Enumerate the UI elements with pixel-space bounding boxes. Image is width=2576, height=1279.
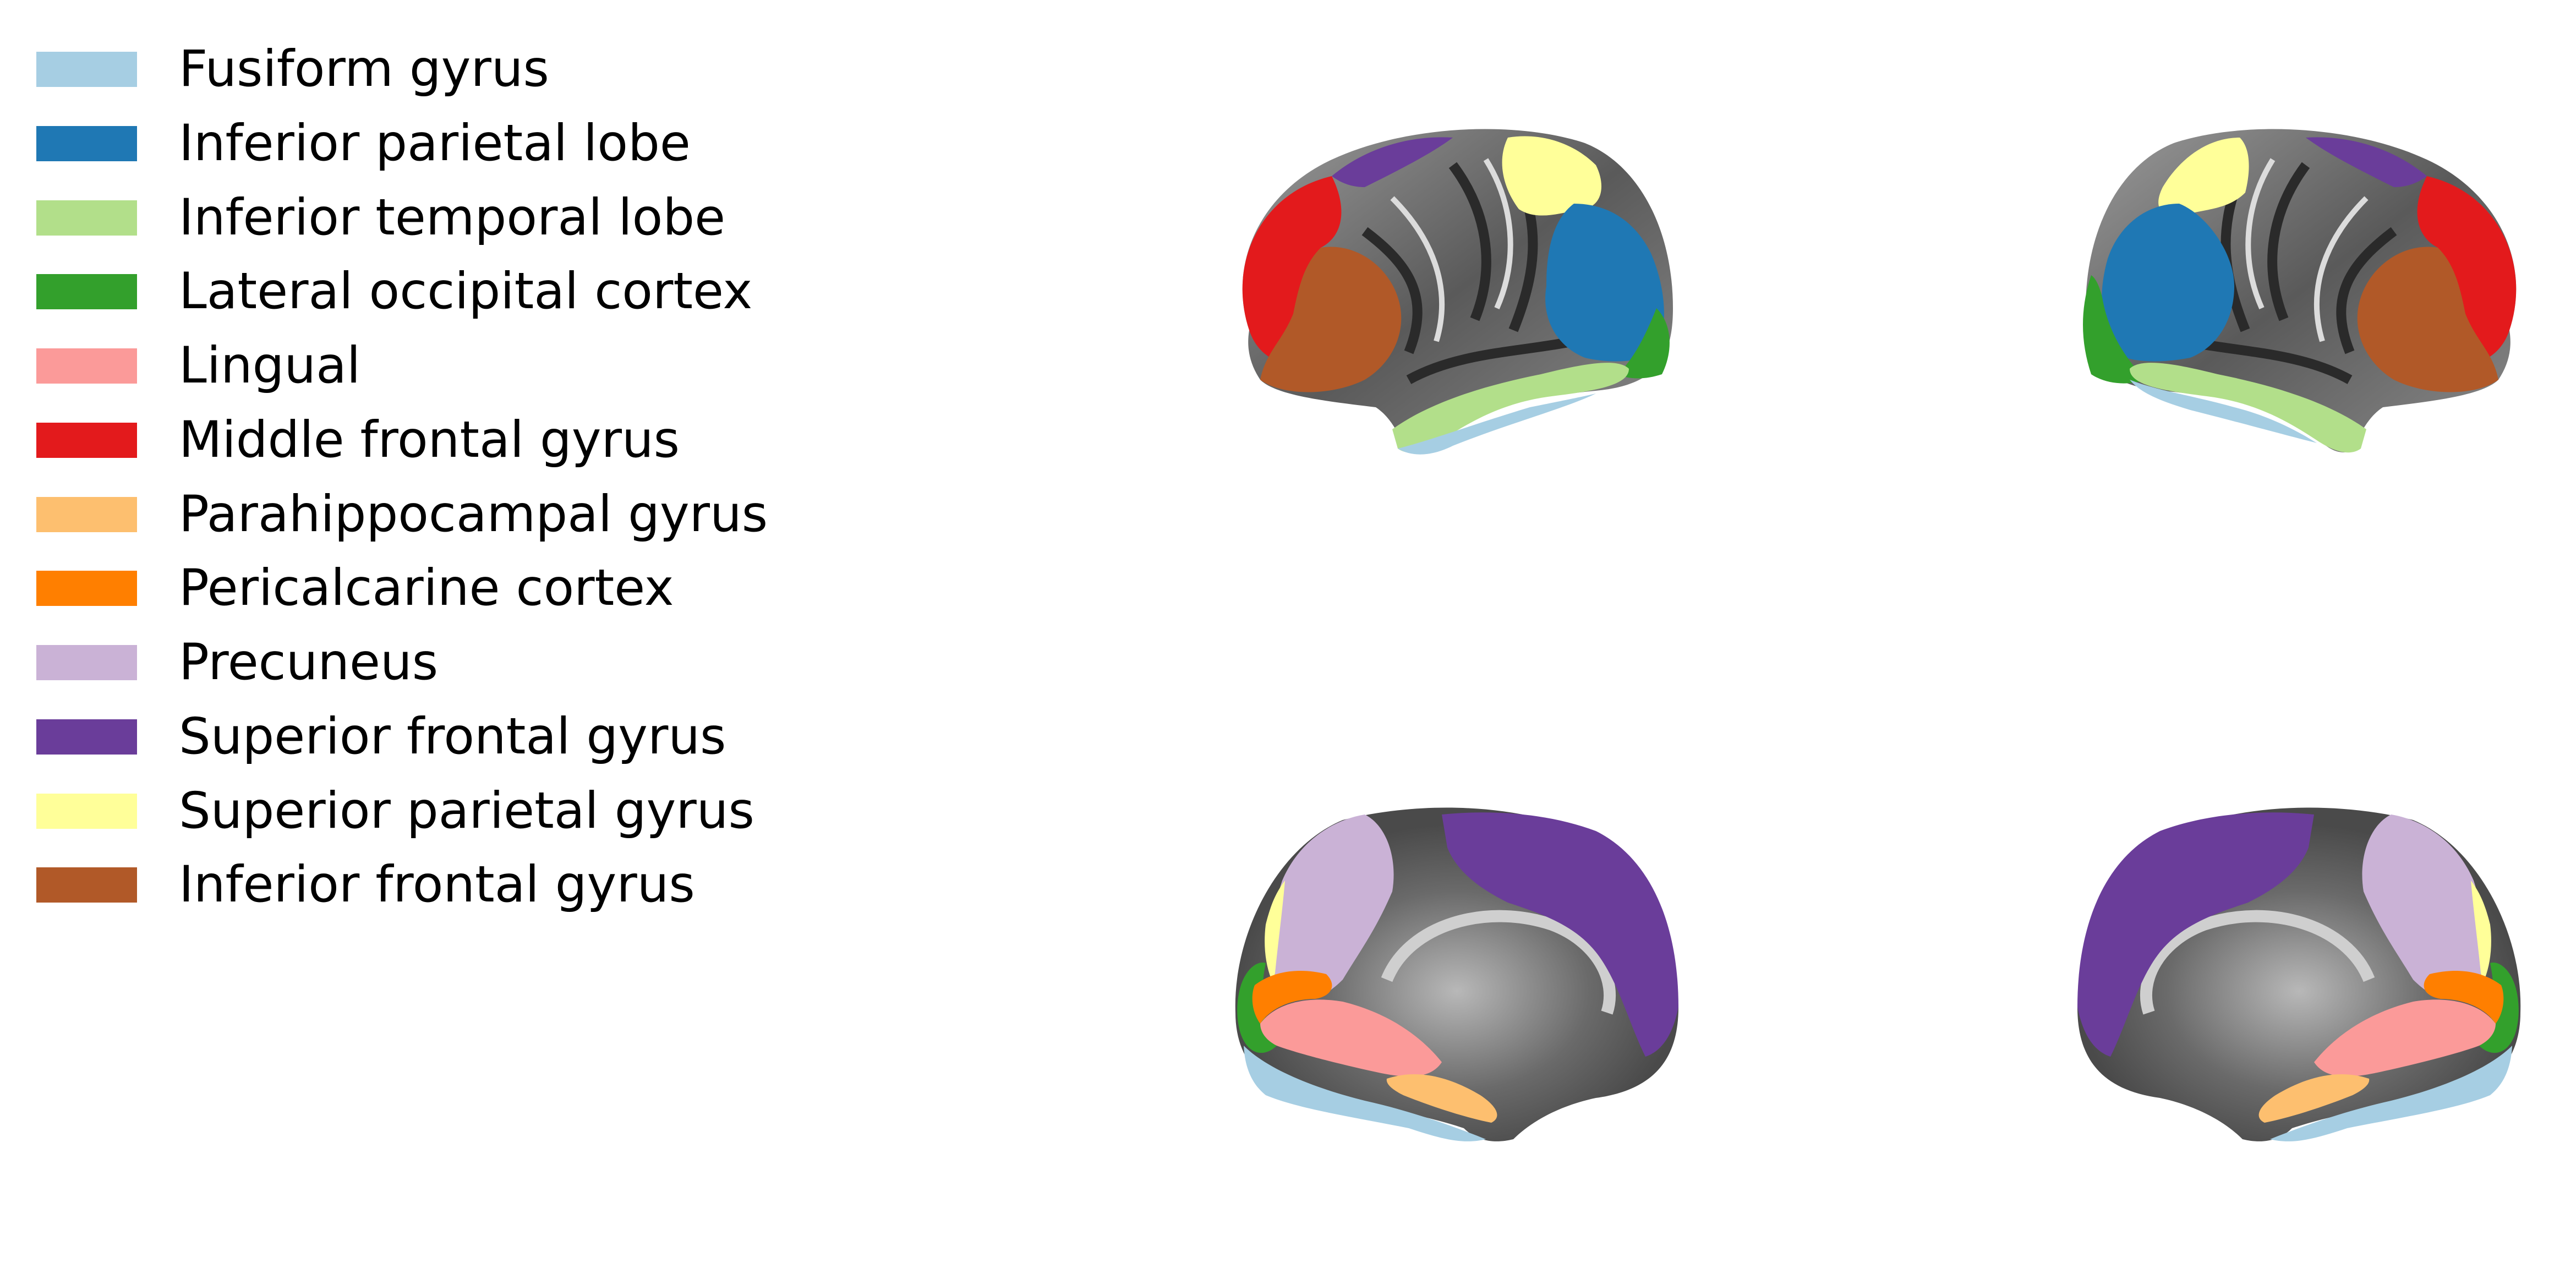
legend-swatch: [36, 423, 137, 458]
region-pericalcarine: [2424, 971, 2504, 1024]
region-fusiform: [1244, 1046, 1486, 1141]
legend-item-inferior-temporal: Inferior temporal lobe: [36, 192, 862, 244]
legend-swatch: [36, 645, 137, 680]
region-superior-parietal: [2471, 881, 2491, 985]
legend-swatch: [36, 200, 137, 236]
legend-item-superior-parietal: Superior parietal gyrus: [36, 785, 862, 838]
region-inferior-temporal: [2130, 363, 2366, 453]
legend-item-inferior-frontal: Inferior frontal gyrus: [36, 859, 862, 911]
legend-item-inferior-parietal: Inferior parietal lobe: [36, 117, 862, 170]
region-superior-frontal: [1442, 812, 1678, 1057]
region-lingual: [1260, 999, 1442, 1076]
region-parahippocampal: [2258, 1074, 2370, 1123]
region-inferior-parietal: [2102, 204, 2234, 362]
region-lateral-occipital: [1618, 308, 1670, 379]
corpus-callosum: [1381, 910, 1616, 1015]
region-superior-parietal: [1265, 881, 1285, 985]
brain-right-lateral: [2083, 129, 2517, 453]
region-pericalcarine: [1252, 971, 1332, 1024]
legend-swatch: [36, 126, 137, 161]
region-superior-frontal: [2306, 137, 2427, 187]
region-inferior-parietal: [1545, 204, 1664, 362]
region-middle-frontal: [2417, 176, 2517, 363]
region-inferior-temporal: [1392, 363, 1629, 453]
legend-swatch: [36, 348, 137, 384]
legend-item-pericalcarine: Pericalcarine cortex: [36, 562, 862, 615]
sulcus-line: [1361, 162, 1575, 384]
region-superior-frontal: [1332, 137, 1453, 187]
legend-label: Fusiform gyrus: [179, 40, 549, 98]
legend-swatch: [36, 867, 137, 903]
legend-swatch: [36, 52, 137, 87]
region-fusiform: [2130, 380, 2317, 443]
legend-label: Superior parietal gyrus: [179, 782, 754, 840]
legend-label: Inferior frontal gyrus: [179, 856, 695, 914]
legend-item-middle-frontal: Middle frontal gyrus: [36, 414, 862, 467]
legend-item-lingual: Lingual: [36, 340, 862, 392]
region-inferior-frontal: [1260, 247, 1402, 392]
region-lateral-occipital: [2083, 275, 2146, 384]
sulcus-line: [1390, 158, 1513, 342]
legend-item-precuneus: Precuneus: [36, 636, 862, 689]
corpus-callosum: [2140, 910, 2375, 1015]
sulcus-line: [2184, 162, 2397, 384]
legend-swatch: [36, 719, 137, 755]
region-fusiform: [1398, 393, 1596, 455]
region-superior-parietal: [2158, 138, 2249, 216]
region-fusiform: [2270, 1046, 2512, 1141]
legend-label: Lingual: [179, 337, 361, 395]
legend-swatch: [36, 794, 137, 829]
legend-item-superior-frontal: Superior frontal gyrus: [36, 710, 862, 763]
legend-label: Precuneus: [179, 633, 439, 691]
region-precuneus: [1273, 815, 1394, 999]
region-precuneus: [2362, 815, 2483, 999]
region-lingual: [2314, 999, 2496, 1076]
region-parahippocampal: [1386, 1074, 1497, 1123]
legend-item-lateral-occipital: Lateral occipital cortex: [36, 265, 862, 318]
legend-label: Inferior parietal lobe: [179, 114, 691, 172]
legend-item-fusiform: Fusiform gyrus: [36, 43, 862, 96]
legend-label: Parahippocampal gyrus: [179, 485, 768, 543]
region-middle-frontal: [1242, 176, 1342, 363]
legend-label: Superior frontal gyrus: [179, 708, 726, 766]
legend-swatch: [36, 497, 137, 532]
legend-label: Lateral occipital cortex: [179, 263, 753, 320]
region-superior-frontal: [2077, 812, 2314, 1057]
legend-label: Inferior temporal lobe: [179, 189, 726, 247]
legend-item-parahippocampal: Parahippocampal gyrus: [36, 488, 862, 541]
legend-label: Pericalcarine cortex: [179, 559, 674, 617]
brain-left-lateral: [1242, 129, 1673, 455]
region-superior-parietal: [1502, 136, 1601, 216]
brain-left-medial: [1235, 807, 1678, 1141]
legend-swatch: [36, 571, 137, 606]
sulcus-line: [2245, 158, 2369, 342]
legend-label: Middle frontal gyrus: [179, 411, 680, 469]
region-inferior-frontal: [2357, 247, 2498, 392]
legend-swatch: [36, 274, 137, 309]
brain-right-medial: [2077, 807, 2521, 1141]
